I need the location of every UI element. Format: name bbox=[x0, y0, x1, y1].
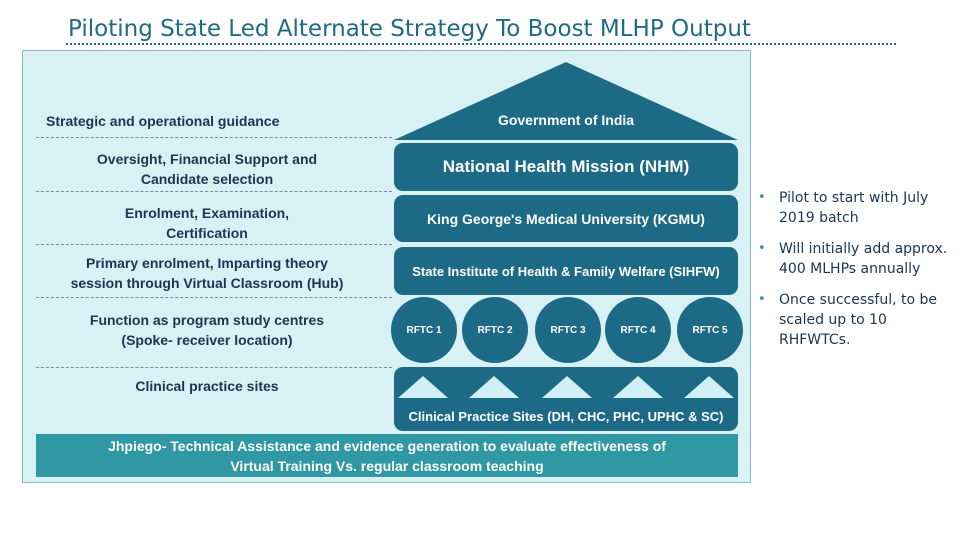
government-of-india-label: Government of India bbox=[497, 112, 635, 128]
label-oversight: Oversight, Financial Support and Candida… bbox=[96, 151, 318, 187]
bullet-text: Once successful, to be scaled up to 10 R… bbox=[779, 292, 938, 348]
rftc-node: RFTC 4 bbox=[605, 297, 671, 363]
government-roof bbox=[394, 62, 738, 140]
label-study-centres: Function as program study centres (Spoke… bbox=[89, 312, 325, 348]
bullet-item: • Once successful, to be scaled up to 10… bbox=[758, 290, 958, 350]
nhm-box: National Health Mission (NHM) bbox=[394, 143, 738, 191]
bullet-icon: • bbox=[758, 190, 766, 205]
bullet-text: Will initially add approx. 400 MLHPs ann… bbox=[779, 241, 948, 277]
bullet-text: Pilot to start with July 2019 batch bbox=[779, 190, 929, 226]
bullet-list: • Pilot to start with July 2019 batch • … bbox=[758, 188, 958, 361]
divider bbox=[36, 137, 392, 138]
site-triangle-icon bbox=[684, 376, 734, 398]
bullet-item: • Pilot to start with July 2019 batch bbox=[758, 188, 958, 228]
kgmu-box: King George's Medical University (KGMU) bbox=[394, 195, 738, 242]
clinical-sites-label: Clinical Practice Sites (DH, CHC, PHC, U… bbox=[408, 409, 724, 424]
divider bbox=[36, 244, 392, 245]
rftc-node: RFTC 1 bbox=[391, 297, 457, 363]
label-strategic-guidance: Strategic and operational guidance bbox=[46, 113, 280, 129]
divider bbox=[36, 367, 392, 368]
title-underline bbox=[66, 43, 896, 45]
rftc-node: RFTC 2 bbox=[462, 297, 528, 363]
bullet-icon: • bbox=[758, 241, 766, 256]
label-primary-enrolment: Primary enrolment, Imparting theory sess… bbox=[70, 255, 344, 291]
rftc-node: RFTC 3 bbox=[535, 297, 601, 363]
bullet-item: • Will initially add approx. 400 MLHPs a… bbox=[758, 239, 958, 279]
rftc-node: RFTC 5 bbox=[677, 297, 743, 363]
sihfw-box: State Institute of Health & Family Welfa… bbox=[394, 247, 738, 295]
divider bbox=[36, 191, 392, 192]
site-triangle-icon bbox=[398, 376, 448, 398]
site-triangle-icon bbox=[542, 376, 592, 398]
page-title: Piloting State Led Alternate Strategy To… bbox=[68, 16, 751, 42]
label-enrolment: Enrolment, Examination, Certification bbox=[124, 205, 290, 241]
label-clinical-sites: Clinical practice sites bbox=[135, 378, 279, 394]
site-triangle-icon bbox=[613, 376, 663, 398]
site-triangle-icon bbox=[469, 376, 519, 398]
bullet-icon: • bbox=[758, 292, 766, 307]
jhpiego-footer: Jhpiego- Technical Assistance and eviden… bbox=[36, 434, 738, 477]
divider bbox=[36, 297, 392, 298]
